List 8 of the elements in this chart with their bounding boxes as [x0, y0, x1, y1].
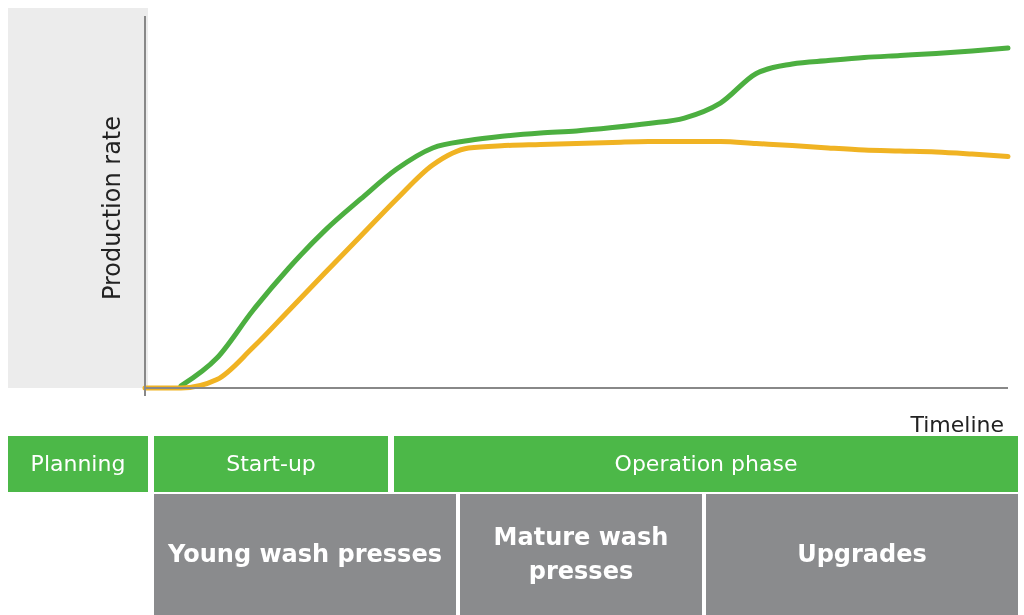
text: Young wash presses — [154, 494, 456, 615]
text: Planning — [8, 436, 148, 492]
text: Start-up — [154, 436, 388, 492]
y-axis-title: Production rate — [98, 115, 126, 301]
text: Upgrades — [706, 494, 1018, 615]
x-axis-title: Timeline — [909, 412, 1004, 437]
text: Mature wash presses — [460, 494, 702, 615]
text: Operation phase — [394, 436, 1018, 492]
